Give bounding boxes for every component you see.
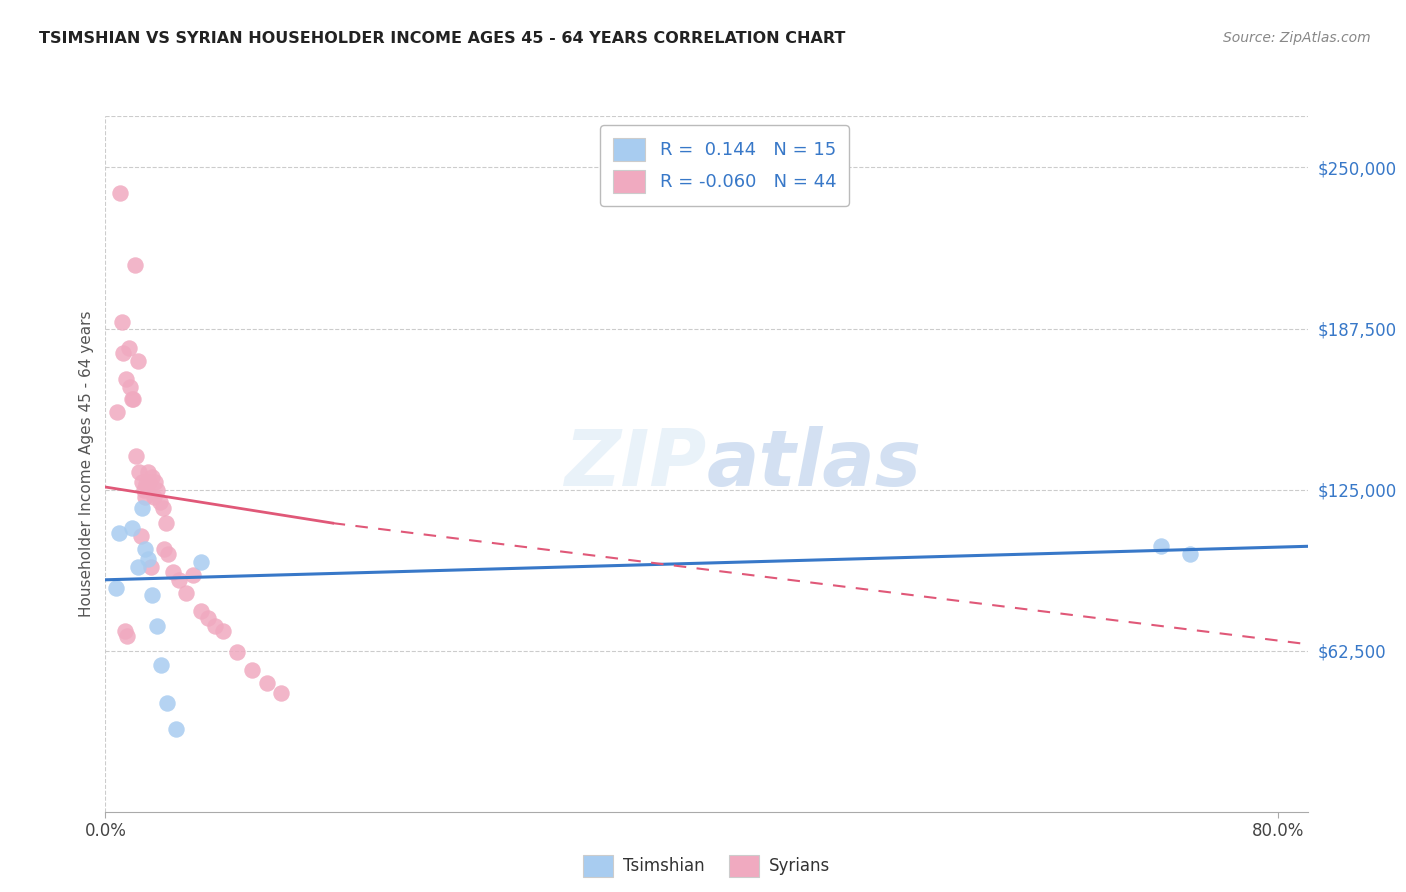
Point [128, 465, 150, 479]
Text: Source: ZipAtlas.com: Source: ZipAtlas.com [1223, 31, 1371, 45]
Text: atlas: atlas [707, 425, 921, 502]
Point [240, 663, 263, 677]
Point [183, 567, 205, 582]
Point [204, 619, 226, 633]
Point [138, 475, 160, 489]
Point [152, 500, 174, 515]
Point [142, 491, 165, 505]
Point [162, 565, 184, 579]
Point [118, 341, 141, 355]
Point [122, 392, 145, 407]
Point [141, 469, 163, 483]
Text: TSIMSHIAN VS SYRIAN HOUSEHOLDER INCOME AGES 45 - 64 YEARS CORRELATION CHART: TSIMSHIAN VS SYRIAN HOUSEHOLDER INCOME A… [39, 31, 846, 46]
Point [167, 573, 190, 587]
Point [1150, 539, 1173, 553]
Point [1180, 547, 1202, 561]
Text: ZIP: ZIP [564, 425, 707, 502]
Point [190, 555, 212, 569]
Point [135, 477, 157, 491]
Point [134, 541, 156, 556]
Point [121, 521, 143, 535]
Point [127, 353, 149, 368]
Point [125, 449, 148, 463]
Y-axis label: Householder Income Ages 45 - 64 years: Householder Income Ages 45 - 64 years [79, 310, 94, 617]
Point [131, 500, 153, 515]
Point [153, 541, 176, 556]
Point [270, 686, 292, 700]
Point [156, 697, 179, 711]
Point [131, 475, 153, 489]
Point [174, 585, 197, 599]
Point [145, 619, 167, 633]
Point [143, 475, 166, 489]
Point [197, 611, 219, 625]
Point [139, 560, 162, 574]
Point [108, 186, 131, 201]
Point [107, 526, 129, 541]
Point [157, 547, 180, 561]
Point [112, 346, 135, 360]
Point [211, 624, 233, 639]
Point [120, 379, 142, 393]
Point [136, 465, 159, 479]
Point [149, 495, 172, 509]
Point [124, 259, 146, 273]
Legend: Tsimshian, Syrians: Tsimshian, Syrians [576, 848, 837, 883]
Point [190, 604, 212, 618]
Point [104, 581, 127, 595]
Point [256, 676, 278, 690]
Point [132, 483, 155, 497]
Point [165, 723, 187, 737]
Point [141, 588, 163, 602]
Point [117, 630, 139, 644]
Point [145, 483, 167, 497]
Point [134, 491, 156, 505]
Point [226, 645, 249, 659]
Point [105, 405, 128, 419]
Point [127, 560, 149, 574]
Point [115, 372, 138, 386]
Point [136, 552, 159, 566]
Point [121, 392, 143, 407]
Point [110, 315, 132, 329]
Point [155, 516, 177, 530]
Point [114, 624, 136, 639]
Point [150, 657, 173, 672]
Point [129, 529, 152, 543]
